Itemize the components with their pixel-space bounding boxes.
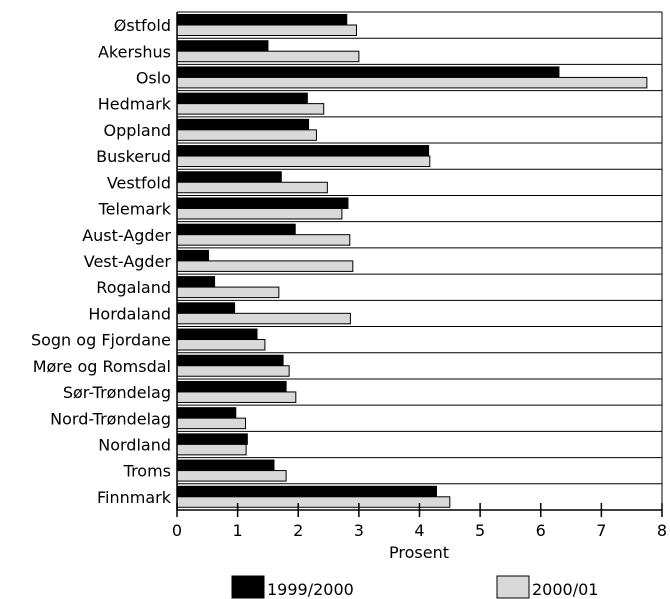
bars (176, 14, 648, 508)
legend-swatch-1999-2000 (231, 575, 265, 599)
bar-akershus-1999-2000 (176, 40, 269, 52)
bar-sor-trondelag-1999-2000 (176, 380, 287, 393)
x-tick-label: 6 (536, 521, 546, 540)
category-labels: Østfold Akershus Oslo Hedmark Oppland Buskeru… (31, 16, 172, 507)
bar-sor-trondelag-2000-01 (176, 391, 297, 403)
bar-nordland-1999-2000 (176, 433, 248, 445)
category-label-vestfold: Vestfold (107, 173, 171, 192)
bar-vestfold-2000-01 (176, 181, 328, 194)
category-label-telemark: Telemark (98, 200, 172, 219)
category-label-hedmark: Hedmark (98, 95, 172, 114)
x-axis-title: Prosent (389, 543, 449, 562)
category-label-aust-agder: Aust-Agder (82, 226, 171, 245)
category-label-sor-trondelag: Sør-Trøndelag (63, 383, 171, 402)
x-tick-label: 4 (414, 521, 424, 540)
category-label-hordaland: Hordaland (88, 304, 171, 323)
category-label-more-og-romsdal: Møre og Romsdal (33, 357, 171, 376)
x-tick-label: 8 (657, 521, 667, 540)
bar-oslo-2000-01 (176, 76, 648, 89)
bar-hordaland-1999-2000 (176, 302, 236, 314)
bar-oslo-1999-2000 (176, 66, 560, 78)
bar-troms-2000-01 (176, 470, 287, 482)
category-label-akershus: Akershus (98, 42, 171, 61)
category-label-oslo: Oslo (136, 69, 171, 88)
bar-finnmark-1999-2000 (176, 485, 437, 498)
legend-label-1999-2000: 1999/2000 (267, 580, 354, 599)
bar-aust-agder-2000-01 (176, 234, 351, 246)
x-tick-label: 0 (172, 521, 182, 540)
category-label-troms: Troms (123, 462, 171, 481)
category-label-buskerud: Buskerud (96, 147, 171, 166)
bar-akershus-2000-01 (176, 50, 360, 63)
bar-sogn-og-fjordane-2000-01 (176, 339, 266, 351)
category-label-ostfold: Østfold (114, 16, 171, 35)
bar-nord-trondelag-1999-2000 (176, 407, 237, 419)
x-tick-label: 1 (233, 521, 243, 540)
category-label-nordland: Nordland (98, 435, 171, 454)
bar-troms-1999-2000 (176, 459, 275, 472)
category-label-vest-agder: Vest-Agder (84, 252, 172, 271)
category-label-sogn-og-fjordane: Sogn og Fjordane (31, 331, 171, 350)
bar-more-og-romsdal-1999-2000 (176, 354, 284, 367)
category-label-nord-trondelag: Nord-Trøndelag (50, 409, 171, 428)
category-label-finnmark: Finnmark (97, 488, 172, 507)
bar-rogaland-2000-01 (176, 286, 280, 299)
bar-ostfold-2000-01 (176, 24, 357, 36)
bar-vest-agder-2000-01 (176, 260, 354, 272)
bar-nord-trondelag-2000-01 (176, 417, 247, 430)
bar-ostfold-1999-2000 (176, 14, 348, 26)
x-tick-labels: 0 1 2 3 4 5 6 7 8 (172, 521, 667, 540)
x-tick-label: 7 (596, 521, 606, 540)
bar-sogn-og-fjordane-1999-2000 (176, 328, 258, 341)
x-tick-label: 5 (475, 521, 485, 540)
bar-vestfold-1999-2000 (176, 171, 282, 183)
x-tick-label: 3 (354, 521, 364, 540)
legend-swatch-2000-01 (496, 575, 530, 599)
bar-more-og-romsdal-2000-01 (176, 365, 290, 377)
bar-vest-agder-1999-2000 (176, 249, 210, 262)
bar-hordaland-2000-01 (176, 312, 351, 325)
bar-buskerud-1999-2000 (176, 145, 430, 157)
bar-oppland-1999-2000 (176, 118, 310, 131)
bar-oppland-2000-01 (176, 129, 317, 141)
bar-telemark-1999-2000 (176, 197, 349, 209)
bar-telemark-2000-01 (176, 207, 343, 220)
bar-nordland-2000-01 (176, 443, 247, 456)
bar-rogaland-1999-2000 (176, 276, 216, 288)
x-tick-label: 2 (293, 521, 303, 540)
legend-label-2000-01: 2000/01 (532, 580, 598, 599)
bar-hedmark-2000-01 (176, 103, 325, 115)
bar-hedmark-1999-2000 (176, 92, 308, 105)
gridlines (177, 11, 662, 511)
category-label-oppland: Oppland (104, 121, 171, 140)
bar-aust-agder-1999-2000 (176, 223, 296, 236)
axes (176, 12, 663, 517)
bar-finnmark-2000-01 (176, 496, 451, 508)
legend: 1999/2000 2000/01 (231, 575, 598, 599)
bar-buskerud-2000-01 (176, 155, 431, 168)
category-label-rogaland: Rogaland (96, 278, 171, 297)
